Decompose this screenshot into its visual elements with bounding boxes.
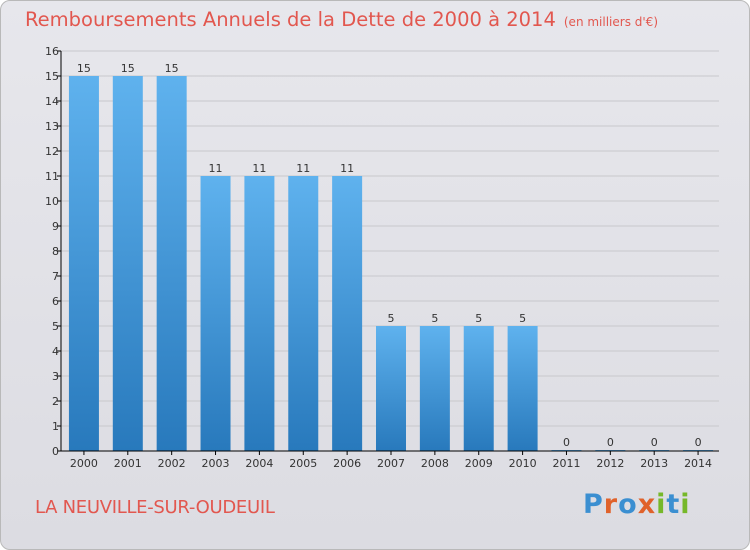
bar-value-label: 0 — [695, 436, 702, 449]
bar-value-label: 0 — [607, 436, 614, 449]
y-tick-label: 0 — [52, 445, 59, 458]
y-tick-label: 3 — [52, 370, 59, 383]
brand-letter: P — [583, 489, 604, 520]
bar — [288, 176, 319, 451]
x-tick-label: 2006 — [333, 457, 361, 470]
y-tick-label: 10 — [45, 195, 59, 208]
bar — [156, 76, 187, 451]
x-tick-label: 2000 — [70, 457, 98, 470]
chart-title-text: Remboursements Annuels de la Dette de 20… — [25, 8, 556, 31]
x-tick-label: 2005 — [289, 457, 317, 470]
x-tick-label: 2012 — [596, 457, 624, 470]
chart-unit: (en milliers d'€) — [563, 15, 658, 29]
bar-value-label: 5 — [519, 312, 526, 325]
brand-letter: t — [666, 489, 681, 520]
bar-value-label: 0 — [651, 436, 658, 449]
x-tick-label: 2002 — [158, 457, 186, 470]
y-tick-label: 6 — [52, 295, 59, 308]
x-tick-label: 2013 — [640, 457, 668, 470]
bar-value-label: 11 — [340, 162, 354, 175]
bars: 15 15 15 11 11 11 11 5 5 5 5 0 0 0 0 — [68, 62, 714, 451]
brand-letter: r — [603, 489, 619, 520]
x-tick-label: 2011 — [552, 457, 580, 470]
y-tick-label: 7 — [52, 270, 59, 283]
bar — [419, 326, 450, 451]
chart-title: Remboursements Annuels de la Dette de 20… — [25, 8, 658, 31]
bar — [68, 76, 99, 451]
y-tick-label: 1 — [52, 420, 59, 433]
x-tick-label: 2008 — [421, 457, 449, 470]
x-tick-label: 2009 — [465, 457, 493, 470]
bar-value-label: 11 — [252, 162, 266, 175]
y-tick-label: 5 — [52, 320, 59, 333]
x-tick-label: 2001 — [114, 457, 142, 470]
bar-value-label: 11 — [296, 162, 310, 175]
y-tick-label: 15 — [45, 70, 59, 83]
y-tick-label: 12 — [45, 145, 59, 158]
y-tick-label: 2 — [52, 395, 59, 408]
bar-value-label: 5 — [475, 312, 482, 325]
y-tick-label: 8 — [52, 245, 59, 258]
proxiti-logo[interactable]: Proxiti — [583, 489, 691, 520]
brand-letter: x — [637, 489, 657, 520]
x-tick-label: 2014 — [684, 457, 712, 470]
y-tick-label: 13 — [45, 120, 59, 133]
y-tick-label: 11 — [45, 170, 59, 183]
bar-value-label: 15 — [121, 62, 135, 75]
bar — [332, 176, 363, 451]
bar — [244, 176, 275, 451]
bar — [376, 326, 406, 451]
bar-value-label: 0 — [563, 436, 570, 449]
y-tick-label: 4 — [52, 345, 59, 358]
brand-letter: o — [618, 489, 638, 520]
brand-letter: i — [680, 489, 691, 520]
bar — [507, 326, 538, 451]
bar — [112, 76, 143, 451]
x-tick-label: 2004 — [245, 457, 273, 470]
bar-value-label: 15 — [165, 62, 179, 75]
bar-value-label: 11 — [209, 162, 223, 175]
town-name: LA NEUVILLE-SUR-OUDEUIL — [35, 497, 275, 518]
brand-letter: i — [656, 489, 667, 520]
y-tick-label: 16 — [45, 45, 59, 58]
bar — [200, 176, 231, 451]
x-tick-label: 2010 — [509, 457, 537, 470]
bar-value-label: 15 — [77, 62, 91, 75]
bar-value-label: 5 — [431, 312, 438, 325]
x-tick-label: 2007 — [377, 457, 405, 470]
y-tick-label: 9 — [52, 220, 59, 233]
y-tick-label: 14 — [45, 95, 59, 108]
x-tick-label: 2003 — [202, 457, 230, 470]
bar-value-label: 5 — [388, 312, 395, 325]
bar — [463, 326, 494, 451]
